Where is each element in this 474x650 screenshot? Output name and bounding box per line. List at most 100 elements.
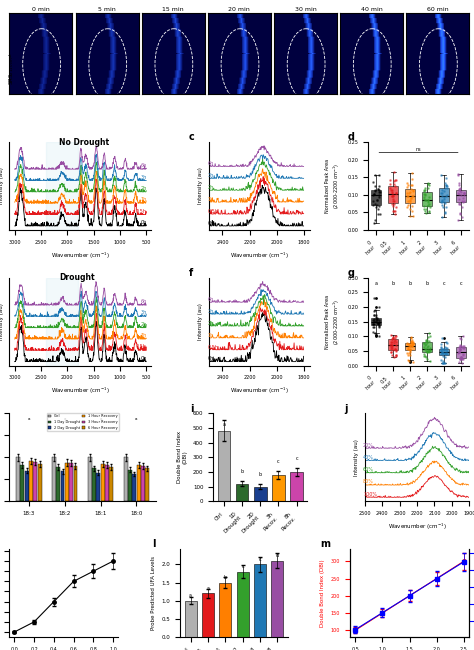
Bar xyxy=(52,458,56,501)
Point xyxy=(424,195,432,205)
Text: 6h: 6h xyxy=(208,297,214,302)
Point xyxy=(388,337,396,347)
Text: d: d xyxy=(276,553,279,558)
Point xyxy=(456,178,463,188)
Text: 100%: 100% xyxy=(363,491,377,497)
Y-axis label: Normalized Peak Area
(2000-2200 cm$^{-1}$): Normalized Peak Area (2000-2200 cm$^{-1}… xyxy=(325,294,342,348)
Point xyxy=(409,191,416,202)
Bar xyxy=(109,467,113,501)
Point xyxy=(456,189,463,200)
Point xyxy=(439,202,447,213)
Point xyxy=(389,333,397,343)
Point xyxy=(389,189,396,200)
Point xyxy=(424,341,432,351)
Point xyxy=(370,322,377,333)
Point xyxy=(391,331,399,341)
Point xyxy=(438,190,445,201)
Text: 20%: 20% xyxy=(363,443,374,447)
Point xyxy=(422,204,430,214)
Point xyxy=(375,181,383,192)
Point xyxy=(420,201,428,211)
Text: c: c xyxy=(189,132,194,142)
Point xyxy=(438,188,446,199)
Point xyxy=(457,354,465,364)
Point xyxy=(422,194,429,205)
Point xyxy=(443,348,450,359)
Point xyxy=(443,173,450,183)
Bar xyxy=(56,467,60,501)
Point xyxy=(460,196,468,207)
Text: 3h: 3h xyxy=(208,309,214,314)
Point xyxy=(438,200,446,211)
Point xyxy=(444,346,451,357)
Point xyxy=(387,344,395,354)
Text: 1h: 1h xyxy=(140,333,147,338)
Point xyxy=(390,337,397,348)
Point xyxy=(390,190,397,201)
Point xyxy=(456,353,464,363)
Point xyxy=(391,334,399,345)
Point xyxy=(425,345,432,356)
Point xyxy=(403,348,410,358)
Point xyxy=(421,188,428,199)
Bar xyxy=(29,461,33,501)
Point xyxy=(375,315,383,325)
Text: a: a xyxy=(375,281,378,286)
Bar xyxy=(61,471,64,501)
PathPatch shape xyxy=(422,343,432,352)
Point xyxy=(369,315,377,326)
Point xyxy=(420,349,428,359)
Point xyxy=(372,328,379,339)
Point xyxy=(457,352,465,363)
Text: 0h: 0h xyxy=(208,221,214,226)
Text: f: f xyxy=(189,268,193,278)
Point xyxy=(420,194,428,204)
Point xyxy=(371,315,378,326)
Point xyxy=(369,318,377,329)
Point xyxy=(458,211,466,222)
Point xyxy=(459,331,467,341)
Y-axis label: Intensity (au): Intensity (au) xyxy=(354,439,359,476)
Text: c: c xyxy=(459,281,462,286)
Point xyxy=(426,343,433,353)
Bar xyxy=(141,466,145,501)
Text: 60%: 60% xyxy=(363,467,374,472)
Point xyxy=(388,199,396,209)
Point xyxy=(423,341,431,352)
Bar xyxy=(73,465,77,501)
Point xyxy=(409,337,416,347)
Point xyxy=(420,338,428,348)
Y-axis label: Probe Predicted UFA Levels: Probe Predicted UFA Levels xyxy=(151,556,155,630)
PathPatch shape xyxy=(422,192,432,206)
Point xyxy=(440,348,447,358)
Point xyxy=(456,347,463,358)
Point xyxy=(369,322,377,332)
Text: c: c xyxy=(241,564,244,569)
Point xyxy=(406,204,413,214)
Point xyxy=(374,184,382,194)
PathPatch shape xyxy=(456,347,466,358)
Point xyxy=(459,343,467,353)
Point xyxy=(425,192,432,203)
Point xyxy=(386,178,394,188)
Bar xyxy=(46,278,78,365)
Point xyxy=(407,193,415,203)
Point xyxy=(442,344,450,355)
PathPatch shape xyxy=(439,348,449,355)
Point xyxy=(405,188,413,198)
Point xyxy=(438,197,446,207)
Point xyxy=(369,177,377,187)
Point xyxy=(374,204,382,214)
Title: 5 min: 5 min xyxy=(98,7,116,12)
Text: a: a xyxy=(189,593,192,598)
Y-axis label: Intensity (au): Intensity (au) xyxy=(0,303,4,340)
Text: 0.5h: 0.5h xyxy=(208,209,219,214)
Text: 2h: 2h xyxy=(208,185,214,190)
Bar xyxy=(46,142,78,230)
Point xyxy=(409,357,417,367)
Point xyxy=(439,358,447,368)
Line: DBI: DBI xyxy=(354,560,465,632)
Text: 0h: 0h xyxy=(140,356,147,361)
Point xyxy=(386,174,394,185)
Point xyxy=(387,347,394,358)
